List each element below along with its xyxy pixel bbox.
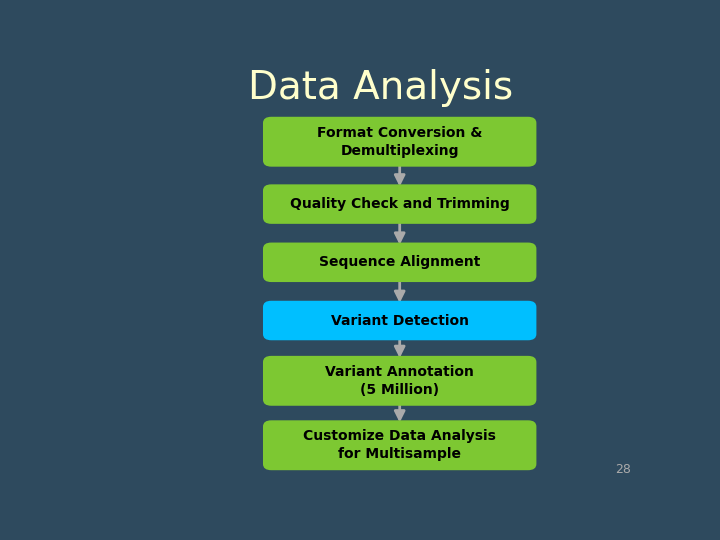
Text: 28: 28 (616, 463, 631, 476)
FancyBboxPatch shape (263, 420, 536, 470)
FancyBboxPatch shape (263, 242, 536, 282)
FancyBboxPatch shape (263, 356, 536, 406)
Text: Variant Detection: Variant Detection (330, 314, 469, 328)
FancyBboxPatch shape (263, 117, 536, 167)
Text: Format Conversion &
Demultiplexing: Format Conversion & Demultiplexing (317, 125, 482, 158)
Text: Variant Annotation
(5 Million): Variant Annotation (5 Million) (325, 364, 474, 397)
FancyBboxPatch shape (263, 301, 536, 340)
Text: Sequence Alignment: Sequence Alignment (319, 255, 480, 269)
Text: Quality Check and Trimming: Quality Check and Trimming (290, 197, 510, 211)
FancyBboxPatch shape (263, 184, 536, 224)
Text: Customize Data Analysis
for Multisample: Customize Data Analysis for Multisample (303, 429, 496, 462)
Text: Data Analysis: Data Analysis (248, 69, 513, 107)
